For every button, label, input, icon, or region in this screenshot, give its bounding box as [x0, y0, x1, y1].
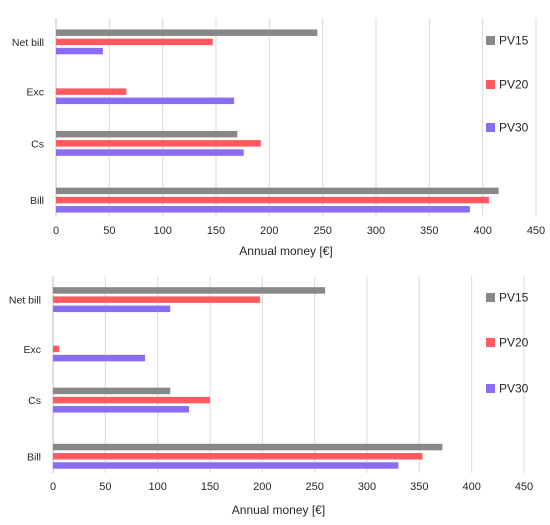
x-tick-label: 150 [207, 225, 225, 237]
bar-pv30-net-bill [56, 47, 103, 55]
bar-pv15-cs [53, 387, 171, 395]
x-axis-title: Annual money [€] [239, 244, 332, 258]
legend-swatch-pv20 [486, 338, 495, 347]
bar-pv30-exc [56, 97, 235, 105]
category-label: Bill [30, 195, 44, 207]
bar-pv20-bill [53, 453, 423, 460]
legend-label-pv30: PV30 [499, 382, 529, 396]
x-tick-label: 450 [515, 481, 533, 493]
bar-pv30-cs [56, 149, 244, 156]
bar-pv20-net-bill [53, 296, 261, 303]
legend-label-pv30: PV30 [499, 121, 529, 135]
category-label: Cs [28, 395, 41, 407]
category-label: Exc [26, 87, 44, 99]
category-label: Net bill [12, 37, 44, 49]
x-tick-label: 150 [201, 481, 219, 493]
category-label: Exc [23, 344, 41, 356]
x-tick-label: 350 [410, 481, 428, 493]
legend-swatch-pv15 [486, 293, 495, 302]
legend-label-pv15: PV15 [499, 291, 529, 305]
bar-pv20-exc [56, 88, 127, 95]
legend-label-pv15: PV15 [499, 34, 529, 48]
bar-pv30-exc [53, 354, 146, 362]
x-tick-label: 50 [103, 225, 115, 237]
bar-pv20-exc [53, 345, 60, 353]
bar-chart-1: 0 50 100 150 200 250 300 350 400 450 Net bill Exc Cs… [12, 18, 545, 258]
bar-pv20-cs [53, 396, 210, 404]
x-tick-label: 200 [260, 225, 278, 237]
x-tick-label: 300 [358, 481, 376, 493]
bar-pv30-cs [53, 406, 190, 413]
x-tick-label: 100 [153, 225, 171, 237]
x-tick-label: 0 [50, 481, 56, 493]
bar-pv30-net-bill [53, 305, 171, 313]
legend-label-pv20: PV20 [499, 78, 529, 92]
x-tick-label: 100 [148, 481, 166, 493]
legend-swatch-pv15 [486, 36, 495, 45]
x-axis-title: Annual money [€] [232, 503, 325, 517]
x-tick-label: 400 [473, 225, 491, 237]
bar-pv20-net-bill [56, 38, 213, 46]
x-tick-label: 50 [99, 481, 111, 493]
bar-pv15-net-bill [56, 29, 318, 36]
bar-pv20-cs [56, 140, 261, 147]
bar-pv15-cs [56, 130, 238, 138]
x-tick-label: 250 [305, 481, 323, 493]
category-label: Cs [31, 138, 44, 150]
bar-pv30-bill [56, 206, 470, 213]
x-tick-label: 0 [53, 225, 59, 237]
x-tick-label: 400 [462, 481, 480, 493]
x-tick-label: 200 [253, 481, 271, 493]
legend-label-pv20: PV20 [499, 336, 529, 350]
bar-pv15-net-bill [53, 287, 326, 294]
bar-pv15-bill [56, 187, 499, 195]
legend-swatch-pv20 [486, 80, 495, 89]
bar-chart-2: 0 50 100 150 200 250 300 350 400 450 Net bill Exc Cs… [9, 276, 533, 517]
legend-swatch-pv30 [486, 123, 495, 132]
x-tick-label: 350 [420, 225, 438, 237]
bar-pv20-bill [56, 196, 490, 204]
bar-pv30-bill [53, 462, 399, 469]
x-tick-label: 300 [367, 225, 385, 237]
category-label: Bill [27, 451, 41, 463]
x-tick-label: 450 [527, 225, 545, 237]
bar-pv15-bill [53, 443, 443, 451]
x-tick-label: 250 [313, 225, 331, 237]
legend-swatch-pv30 [486, 384, 495, 393]
category-label: Net bill [9, 295, 41, 307]
